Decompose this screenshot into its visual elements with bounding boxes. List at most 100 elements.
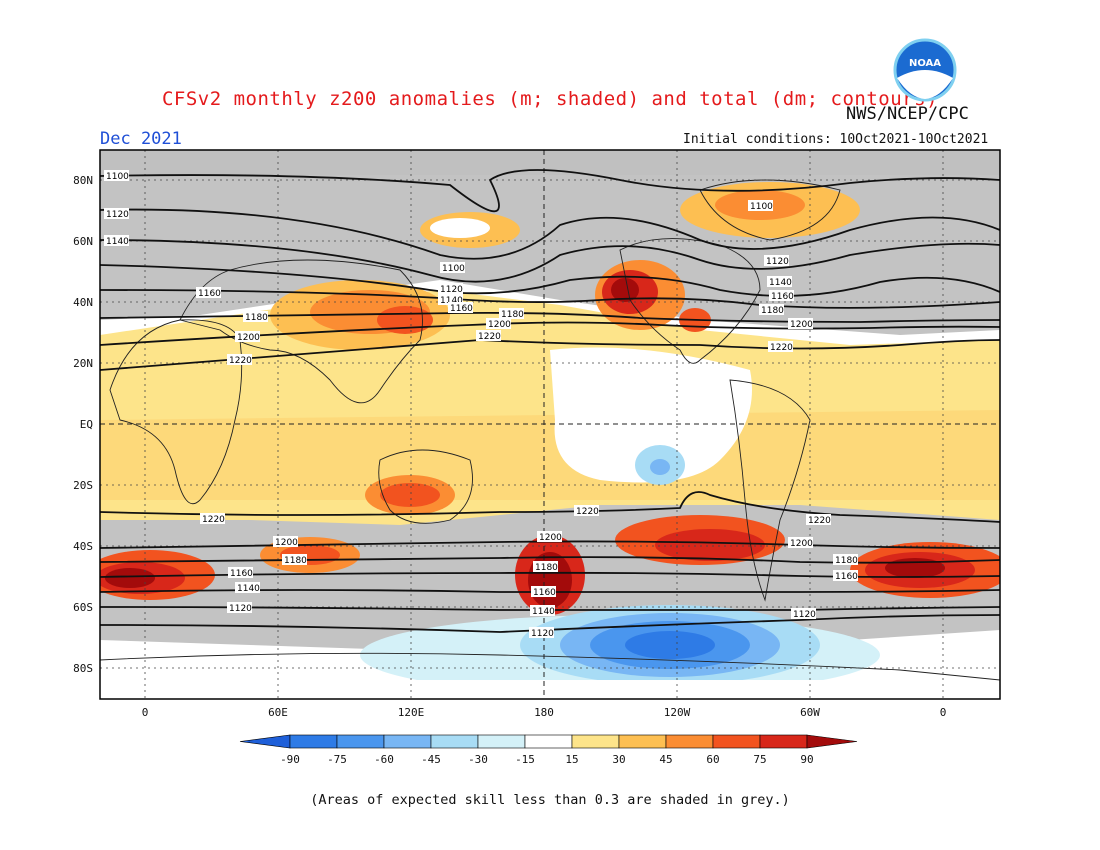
colorbar-swatch	[571, 734, 620, 749]
lat-label: 40S	[73, 540, 93, 553]
contour-label: 1140	[106, 237, 129, 247]
colorbar-low-arrow	[239, 734, 291, 749]
colorbar-high-arrow	[806, 734, 858, 749]
central-pacific-neutral	[550, 347, 752, 483]
equator-and-dateline	[100, 150, 1000, 699]
initial-conditions: Initial conditions: 10Oct2021-10Oct2021	[683, 132, 989, 147]
contour-label: 1220	[202, 515, 225, 525]
africa-outline	[109, 319, 243, 505]
lon-label: 60E	[268, 706, 288, 719]
contour-label: 1180	[245, 313, 268, 323]
plot-frame	[99, 149, 1001, 700]
height-contours	[100, 169, 1000, 633]
contour-label: 1160	[230, 569, 253, 579]
contour-label: 1140	[769, 278, 792, 288]
latitude-labels: 80N 60N 40N 20N EQ 20S 40S 60S 80S	[73, 174, 93, 675]
colorbar-swatch	[618, 734, 667, 749]
colorbar-swatch	[712, 734, 761, 749]
contour-label: 1180	[761, 306, 784, 316]
map-title: CFSv2 monthly z200 anomalies (m; shaded)…	[161, 88, 939, 110]
lon-label: 0	[940, 706, 947, 719]
anomaly-shading	[100, 150, 1000, 699]
contour-label: 1120	[229, 604, 252, 614]
lon-label: 120E	[398, 706, 425, 719]
colorbar-swatch	[383, 734, 432, 749]
noaa-logo: NOAA	[893, 38, 957, 102]
contour-label: 1160	[450, 304, 473, 314]
contour-label: 1200	[790, 539, 813, 549]
lat-label: 40N	[73, 296, 93, 309]
colorbar-tick-label: 30	[612, 753, 625, 766]
contour-label: 1200	[539, 533, 562, 543]
tropical-positive-core	[100, 410, 1000, 500]
lon-label: 120W	[664, 706, 691, 719]
lat-label: 20S	[73, 479, 93, 492]
contour-label: 1120	[106, 210, 129, 220]
contour-label: 1120	[766, 257, 789, 267]
colorbar: -90 -75 -60 -45 -30 -15 15 30 45 60 75 90	[239, 734, 858, 766]
lat-label: 20N	[73, 357, 93, 370]
lat-label: 60S	[73, 601, 93, 614]
longitude-labels: 0 60E 120E 180 120W 60W 0	[142, 706, 947, 719]
contour-label: 1180	[284, 556, 307, 566]
colorbar-tick-label: -15	[515, 753, 535, 766]
colorbar-swatch	[759, 734, 808, 749]
contour-label: 1100	[442, 264, 465, 274]
contour-label: 1220	[478, 332, 501, 342]
contour-label: 1220	[770, 343, 793, 353]
contour-label: 1120	[531, 629, 554, 639]
greenland-outline	[699, 179, 841, 241]
lat-label: 80N	[73, 174, 93, 187]
low-skill-north-cap	[100, 150, 1000, 175]
colorbar-swatch	[524, 734, 573, 749]
contour-label: 1180	[535, 563, 558, 573]
contour-label: 1160	[771, 292, 794, 302]
contour-label: 1120	[440, 285, 463, 295]
colorbar-swatch	[665, 734, 714, 749]
contour-label: 1140	[440, 296, 463, 306]
contour-label: 1200	[275, 538, 298, 548]
contour-label: 1220	[229, 356, 252, 366]
contour-label: 1160	[533, 588, 556, 598]
contour-label: 1220	[808, 516, 831, 526]
contour-label: 1120	[793, 610, 816, 620]
agency-label: NWS/NCEP/CPC	[846, 104, 969, 124]
colorbar-swatch	[289, 734, 338, 749]
contour-label: 1140	[237, 584, 260, 594]
colorbar-swatch	[477, 734, 526, 749]
lat-label: 60N	[73, 235, 93, 248]
colorbar-tick-label: -90	[280, 753, 300, 766]
lon-label: 60W	[800, 706, 820, 719]
colorbar-tick-label: -30	[468, 753, 488, 766]
noaa-logo-text: NOAA	[909, 58, 941, 69]
colorbar-tick-label: -75	[327, 753, 347, 766]
colorbar-swatch	[336, 734, 385, 749]
contour-label: 1180	[501, 310, 524, 320]
forecast-month: Dec 2021	[100, 129, 182, 149]
colorbar-swatch	[430, 734, 479, 749]
skill-footnote: (Areas of expected skill less than 0.3 a…	[310, 792, 790, 808]
contour-label: 1100	[750, 202, 773, 212]
contour-label: 1220	[576, 507, 599, 517]
colorbar-tick-label: -45	[421, 753, 441, 766]
south-america-outline	[729, 379, 811, 602]
lat-label: EQ	[80, 418, 93, 431]
colorbar-tick-label: 90	[800, 753, 813, 766]
contour-label: 1180	[835, 556, 858, 566]
contour-label: 1100	[106, 172, 129, 182]
australia-outline	[378, 449, 473, 524]
contour-label: 1200	[488, 320, 511, 330]
colorbar-tick-label: -60	[374, 753, 394, 766]
contour-label: 1160	[198, 289, 221, 299]
colorbar-tick-label: 15	[565, 753, 578, 766]
lon-label: 0	[142, 706, 149, 719]
coastlines	[100, 179, 1000, 681]
contour-label: 1140	[532, 607, 555, 617]
colorbar-tick-label: 60	[706, 753, 719, 766]
lon-label: 180	[534, 706, 554, 719]
antarctica-outline	[100, 652, 1000, 681]
colorbar-tick-label: 75	[753, 753, 766, 766]
contour-label: 1200	[237, 333, 260, 343]
colorbar-tick-label: 45	[659, 753, 672, 766]
